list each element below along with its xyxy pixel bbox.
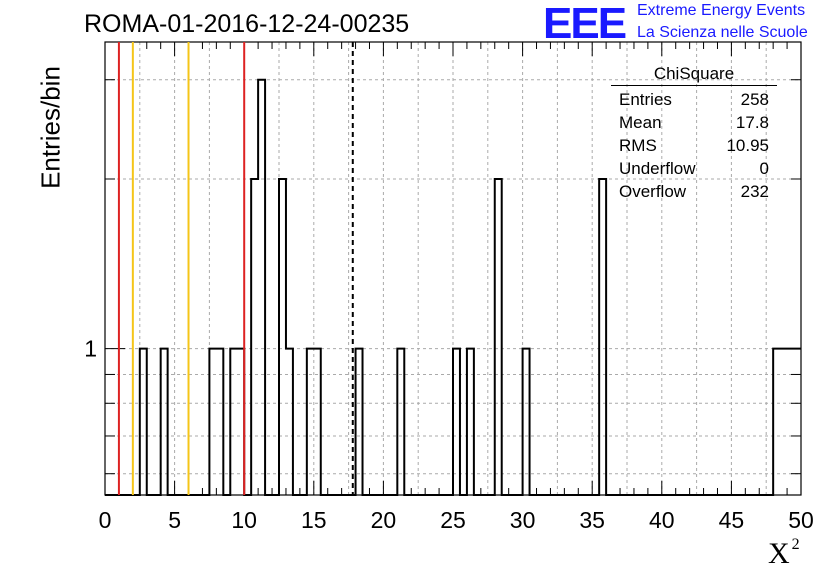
stats-box: ChiSquare Entries 258 Mean 17.8 RMS 10.9…: [611, 64, 777, 203]
x-tick-label: 5: [168, 507, 181, 533]
x-tick-label: 35: [579, 507, 605, 533]
eee-logo: EEE: [543, 0, 627, 48]
y-tick-label: 1: [84, 336, 97, 362]
x-axis-label-superscript: 2: [791, 536, 800, 553]
stats-row-rms: RMS 10.95: [611, 134, 777, 157]
x-tick-label: 15: [301, 507, 327, 533]
x-tick-label: 30: [510, 507, 536, 533]
stats-label: Underflow: [619, 159, 696, 178]
x-tick-label: 25: [440, 507, 466, 533]
histogram-bar: [209, 349, 216, 495]
histogram-bar: [356, 349, 363, 495]
histogram-bar: [314, 349, 321, 495]
stats-row-overflow: Overflow 232: [611, 180, 777, 203]
stats-label: Entries: [619, 90, 672, 109]
stats-label: Overflow: [619, 182, 687, 201]
x-tick-label: 50: [788, 507, 814, 533]
chart-title: ROMA-01-2016-12-24-00235: [84, 10, 410, 38]
stats-value: 10.95: [726, 136, 769, 155]
histogram-bar: [453, 349, 460, 495]
histogram-bar: [523, 349, 530, 495]
histogram-bar: [216, 349, 223, 495]
histogram-bar: [307, 349, 314, 495]
histogram-bar: [251, 179, 258, 495]
histogram-bar: [140, 349, 147, 495]
histogram-bar: [794, 349, 801, 495]
x-tick-label: 45: [719, 507, 745, 533]
stats-row-underflow: Underflow 0: [611, 157, 777, 180]
stats-label: Mean: [619, 113, 662, 132]
stats-title: ChiSquare: [611, 64, 777, 86]
histogram-bar: [773, 349, 780, 495]
x-tick-label: 20: [371, 507, 397, 533]
histogram-bar: [258, 80, 265, 495]
x-tick-label: 40: [649, 507, 675, 533]
histogram-bar: [161, 349, 168, 495]
histogram-bar: [495, 179, 502, 495]
histogram-bar: [230, 349, 237, 495]
logo-tagline-2: La Scienza nelle Scuole: [637, 24, 808, 41]
histogram-bar: [286, 349, 293, 495]
histogram-outline: [105, 78, 801, 496]
histogram-bar: [279, 179, 286, 495]
x-tick-label: 0: [99, 507, 112, 533]
logo-tagline-1: Extreme Energy Events: [637, 2, 806, 19]
stats-row-mean: Mean 17.8: [611, 111, 777, 134]
histogram-bar: [780, 349, 787, 495]
x-axis-label-base: X: [768, 537, 790, 570]
histogram-bar: [237, 349, 244, 495]
stats-value: 232: [740, 182, 769, 201]
stats-value: 258: [740, 90, 769, 109]
stats-row-entries: Entries 258: [611, 88, 777, 111]
stats-value: 0: [759, 159, 769, 178]
histogram-bar: [467, 349, 474, 495]
x-tick-label: 10: [231, 507, 257, 533]
stats-label: RMS: [619, 136, 657, 155]
stats-value: 17.8: [735, 113, 769, 132]
y-axis-label: Entries/bin: [35, 66, 66, 189]
histogram-bar: [599, 179, 606, 495]
histogram-bar: [787, 349, 794, 495]
histogram-bar: [397, 349, 404, 495]
